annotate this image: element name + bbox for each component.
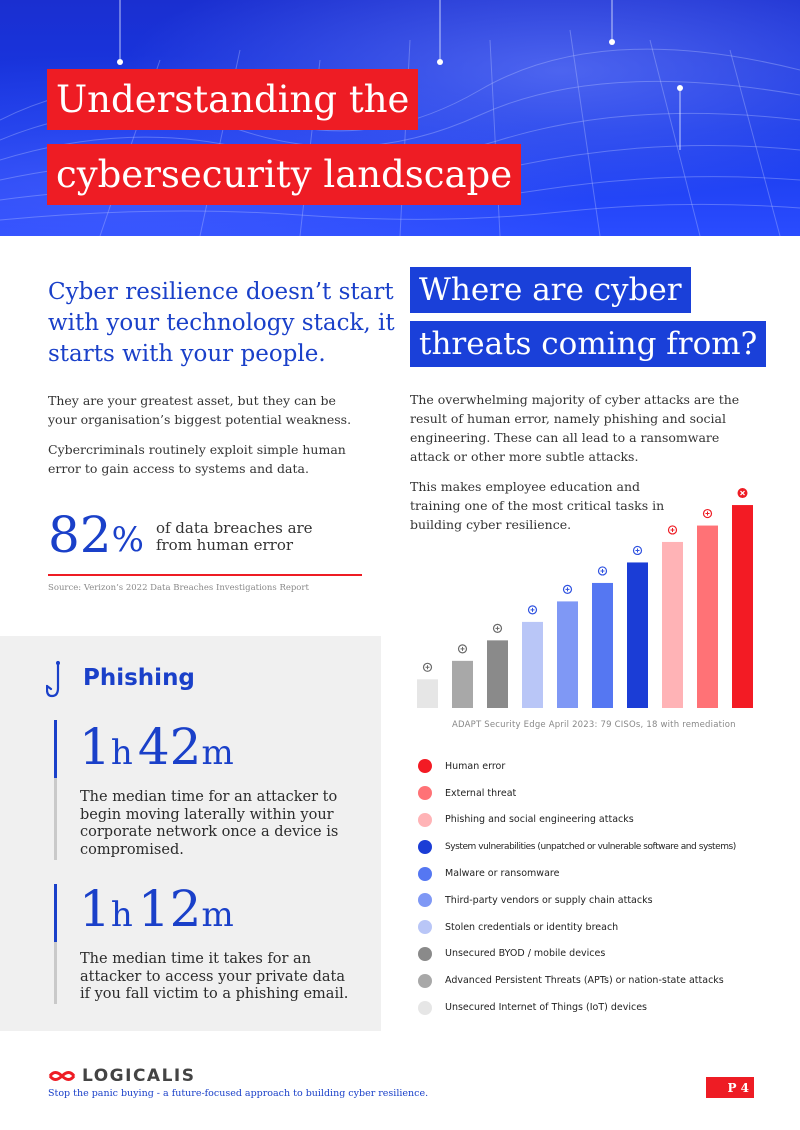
hacker-icon: [457, 644, 468, 654]
threat-sources-bar-chart: [417, 488, 753, 708]
intro-paragraph-2: Cybercriminals routinely exploit simple …: [48, 442, 346, 476]
threats-title-line-1: Where are cyber: [410, 267, 691, 313]
legend-swatch: [418, 812, 432, 827]
bar-6: [592, 582, 613, 708]
id-card-icon: [527, 605, 538, 615]
page-number: P 4: [706, 1077, 754, 1098]
divider: [48, 574, 362, 576]
legend-swatch: [418, 920, 432, 935]
legend-label: Unsecured Internet of Things (IoT) devic…: [445, 1002, 648, 1014]
bar-7: [627, 562, 648, 708]
bar-5: [557, 601, 578, 708]
bar-4: [522, 621, 543, 708]
legend-label: Unsecured BYOD / mobile devices: [445, 948, 606, 960]
legend-item: System vulnerabilities (unpatched or vul…: [418, 833, 788, 860]
data-access-description: The median time it takes for an attacker…: [80, 951, 349, 1002]
legend-swatch: [418, 839, 432, 854]
minutes-unit: m: [201, 733, 234, 773]
bug-icon: [597, 566, 608, 576]
threats-paragraph-1: The overwhelming majority of cyber attac…: [410, 392, 740, 464]
legend-label: System vulnerabilities (unpatched or vul…: [445, 841, 736, 852]
page-title-line-2: cybersecurity landscape: [47, 144, 522, 205]
legend-item: Advanced Persistent Threats (APTs) or na…: [418, 967, 788, 994]
legend-swatch: [418, 893, 432, 908]
legend-swatch: [418, 866, 432, 881]
chart-legend: Human error External threat Phishing and s…: [418, 753, 788, 1021]
lateral-movement-time: 1h 42m: [79, 718, 234, 776]
minutes-value: 12: [137, 880, 202, 938]
page-title-line-1: Understanding the: [47, 69, 419, 130]
stat-description: of data breaches are from human error: [155, 519, 313, 554]
legend-swatch: [418, 946, 432, 961]
fish-hook-icon: [46, 660, 60, 698]
phishing-panel: [0, 636, 381, 1031]
legend-label: Malware or ransomware: [445, 868, 560, 880]
minutes-value: 42: [137, 718, 202, 776]
bar-8: [662, 541, 683, 708]
legend-label: Stolen credentials or identity breach: [445, 921, 619, 933]
legend-item: Stolen credentials or identity breach: [418, 914, 788, 941]
legend-swatch: [418, 759, 432, 774]
legend-swatch: [418, 786, 432, 801]
legend-item: Third-party vendors or supply chain atta…: [418, 887, 788, 914]
legend-swatch: [418, 1000, 432, 1015]
bar-10: [732, 505, 753, 708]
router-icon: [422, 662, 433, 672]
legend-item: Unsecured Internet of Things (IoT) devic…: [418, 994, 788, 1021]
legend-item: External threat: [418, 780, 788, 807]
threats-title-line-2: threats coming from?: [410, 321, 767, 367]
accent-bar: [54, 720, 57, 778]
source-note: Source: Verizon’s 2022 Data Breaches Inv…: [48, 583, 309, 593]
lateral-movement-description: The median time for an attacker to begin…: [80, 789, 339, 858]
intro-paragraph-1: They are your greatest asset, but they c…: [48, 393, 352, 427]
intruder-icon: [702, 508, 713, 519]
hours-value: 1: [79, 718, 111, 776]
hook-icon: [667, 525, 678, 535]
legend-label: Advanced Persistent Threats (APTs) or na…: [445, 975, 724, 987]
bar-2: [452, 660, 473, 708]
bar-9: [697, 525, 718, 708]
monitor-icon: [632, 545, 643, 556]
phishing-title: Phishing: [83, 665, 195, 691]
hours-unit: h: [110, 733, 133, 773]
legend-label: Human error: [445, 760, 506, 772]
chart-caption: ADAPT Security Edge April 2023: 79 CISOs…: [452, 720, 736, 730]
footer-tagline: Stop the panic buying - a future-focused…: [48, 1088, 429, 1099]
stat-value: 82: [48, 506, 112, 564]
bar-3: [487, 640, 508, 708]
header-banner: Understanding the cybersecurity landscap…: [0, 0, 800, 236]
mobile-icon: [492, 623, 503, 633]
human-error-stat: 82 % of data breaches are from human err…: [48, 508, 316, 562]
legend-label: Phishing and social engineering attacks: [445, 814, 634, 826]
accent-bar-grey: [54, 942, 57, 1004]
error-icon: [737, 488, 748, 499]
intro-heading: Cyber resilience doesn’t start with your…: [48, 279, 395, 367]
legend-label: External threat: [445, 787, 517, 799]
bar-1: [417, 679, 438, 708]
accent-bar: [54, 884, 57, 942]
logo-mark-icon: [48, 1071, 76, 1081]
legend-item: Human error: [418, 753, 788, 780]
legend-item: Unsecured BYOD / mobile devices: [418, 941, 788, 968]
data-access-time: 1h 12m: [79, 880, 234, 938]
legend-label: Third-party vendors or supply chain atta…: [445, 894, 653, 906]
legend-swatch: [418, 973, 432, 988]
hours-value: 1: [79, 880, 111, 938]
hours-unit: h: [110, 895, 133, 935]
logo-text: LOGICALIS: [82, 1066, 196, 1086]
stat-unit: %: [111, 520, 144, 560]
threats-paragraph-2: This makes employee education and traini…: [410, 479, 665, 532]
legend-item: Malware or ransomware: [418, 860, 788, 887]
minutes-unit: m: [201, 895, 234, 935]
legend-item: Phishing and social engineering attacks: [418, 807, 788, 834]
logicalis-logo: LOGICALIS: [48, 1066, 196, 1086]
link-icon: [562, 584, 573, 595]
accent-bar-grey: [54, 778, 57, 860]
